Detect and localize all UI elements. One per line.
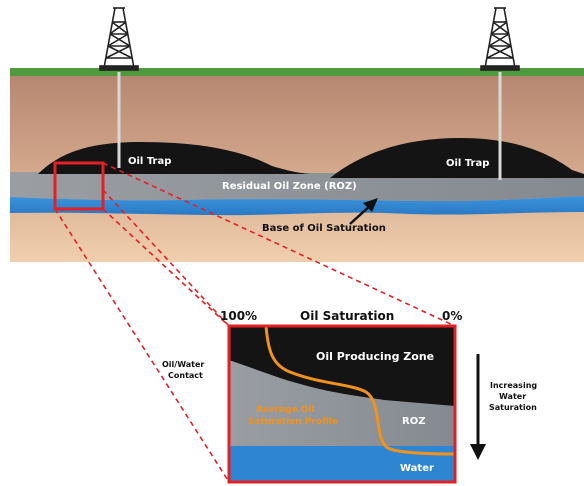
oil-trap-label-right: Oil Trap (446, 158, 489, 169)
oil-saturation-label: Oil Saturation (300, 309, 394, 323)
detail-roz-zone (229, 360, 455, 446)
increasing-label-2: Water (499, 392, 526, 401)
cross-section: Oil Trap Oil Trap Residual Oil Zone (ROZ… (10, 7, 584, 262)
saturation-detail: 100% Oil Saturation 0% Oil Producing Zon… (162, 309, 537, 484)
base-of-oil-saturation-label: Base of Oil Saturation (262, 223, 386, 234)
roz-detail-label: ROZ (402, 416, 425, 427)
oil-trap-right (330, 138, 584, 178)
contact-label-2: Contact (168, 371, 203, 380)
producing-zone-label: Oil Producing Zone (316, 350, 434, 363)
average-profile-label-2: Saturation Profile (248, 417, 338, 427)
saturation-profile-curve (264, 326, 455, 456)
pct-100-label: 100% (220, 309, 257, 323)
increasing-label-3: Saturation (489, 403, 537, 412)
water-detail-label: Water (400, 463, 434, 474)
highlight-box (53, 161, 105, 211)
base-arrow-icon (349, 198, 378, 225)
average-profile-label-1: Average Oil (256, 405, 315, 415)
pct-0-label: 0% (442, 309, 462, 323)
water-layer (10, 196, 584, 216)
increasing-label-1: Increasing (490, 381, 537, 390)
zoom-lines (54, 162, 456, 483)
derrick-icon (99, 7, 139, 71)
oil-trap-label-left: Oil Trap (128, 156, 171, 167)
detail-frame (227, 324, 457, 484)
increasing-arrow-icon (470, 354, 486, 460)
contact-label-1: Oil/Water (162, 360, 204, 369)
derrick-icon (480, 7, 520, 71)
surface-ground (10, 68, 584, 76)
oil-trap-left (38, 142, 310, 174)
roz-band (10, 172, 584, 202)
roz-label: Residual Oil Zone (ROZ) (222, 181, 357, 192)
